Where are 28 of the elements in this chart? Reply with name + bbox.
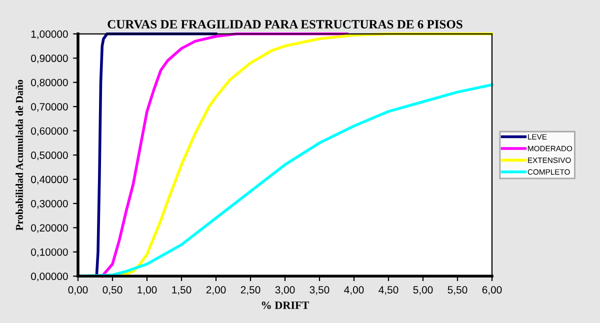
x-tick-label: 1,50 bbox=[172, 286, 192, 295]
y-tick-label: 1,00000 bbox=[31, 30, 68, 40]
y-axis-title: Probabilidad Acumulada de Daño bbox=[16, 80, 23, 230]
x-tick-label: 2,00 bbox=[206, 286, 226, 295]
y-tick-label: 0,80000 bbox=[31, 78, 68, 88]
y-tick-label: 0,50000 bbox=[31, 152, 68, 160]
x-tick-label: 4,00 bbox=[344, 286, 364, 295]
x-tick-label: 5,50 bbox=[448, 286, 468, 295]
x-tick-label: 0,00 bbox=[68, 286, 88, 295]
x-tick-label: 5,00 bbox=[413, 286, 433, 295]
line-series bbox=[100, 32, 348, 278]
x-tick-label: 3,00 bbox=[275, 286, 295, 295]
x-tick-label: 1,00 bbox=[138, 286, 157, 295]
y-tick-label: 0,10000 bbox=[31, 248, 68, 258]
y-tick-label: 0,60000 bbox=[31, 127, 68, 136]
x-tick-label: 0,50 bbox=[102, 286, 122, 295]
x-tick-label: 2,50 bbox=[240, 286, 260, 295]
chart-title: CURVAS DE FRAGILIDAD PARA ESTRUCTURAS DE 6 PISOS bbox=[108, 20, 462, 29]
y-tick-label: 0,90000 bbox=[31, 54, 68, 64]
x-tick-label: 4,50 bbox=[378, 286, 398, 295]
x-axis-title: % DRIFT bbox=[262, 301, 310, 310]
x-tick-label: 6,00 bbox=[482, 286, 502, 295]
y-tick-label: 0,00000 bbox=[31, 272, 68, 282]
y-tick-label: 0,70000 bbox=[31, 103, 68, 112]
y-tick-label: 0,40000 bbox=[31, 176, 68, 184]
y-tick-label: 0,30000 bbox=[31, 200, 68, 209]
x-tick-label: 3,50 bbox=[310, 286, 330, 295]
y-tick-label: 0,20000 bbox=[31, 224, 68, 233]
